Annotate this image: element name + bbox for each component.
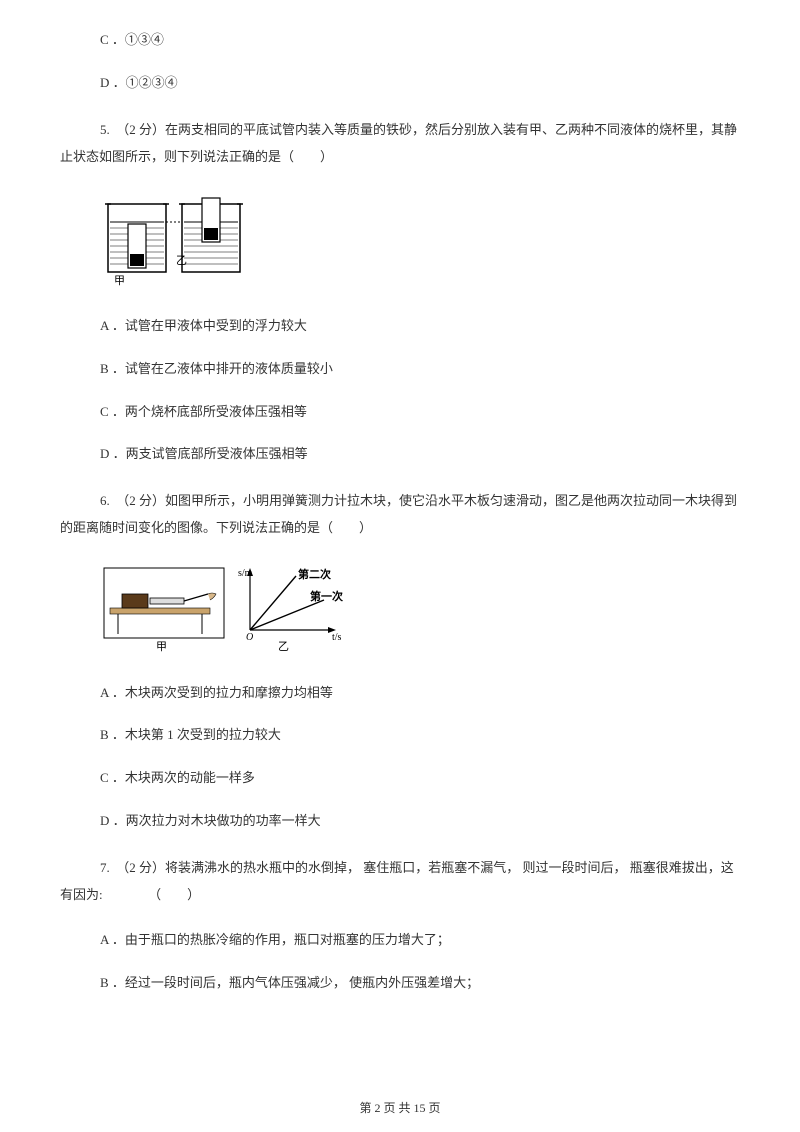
- q5-label-jia: 甲: [114, 275, 125, 287]
- page-footer: 第 2 页 共 15 页: [0, 1099, 800, 1118]
- q7-stem: 7. （2 分）将装满沸水的热水瓶中的水倒掉， 塞住瓶口，若瓶塞不漏气， 则过一…: [60, 854, 740, 909]
- q6-label-jia: 甲: [156, 641, 167, 653]
- q6-label-line2: 第二次: [298, 567, 331, 581]
- q5-option-a: A ．试管在甲液体中受到的浮力较大: [60, 316, 740, 337]
- q7-stem-text: 7. （2 分）将装满沸水的热水瓶中的水倒掉， 塞住瓶口，若瓶塞不漏气， 则过一…: [60, 860, 734, 902]
- q5-stem-text: 5. （2 分）在两支相同的平底试管内装入等质量的铁砂，然后分别放入装有甲、乙两…: [60, 122, 737, 164]
- svg-text:O: O: [246, 632, 253, 643]
- q6-option-d: D ．两次拉力对木块做功的功率一样大: [60, 811, 740, 832]
- q7-option-b: B ．经过一段时间后，瓶内气体压强减少， 使瓶内外压强差增大；: [60, 973, 740, 994]
- q6-label-line1: 第一次: [310, 589, 343, 603]
- q5-figure: 甲 乙: [100, 192, 255, 287]
- q6-option-a: A ．木块两次受到的拉力和摩擦力均相等: [60, 683, 740, 704]
- q6-option-b: B ．木块第 1 次受到的拉力较大: [60, 725, 740, 746]
- q6-label-yi: 乙: [278, 640, 289, 653]
- q5-option-b: B ．试管在乙液体中排开的液体质量较小: [60, 359, 740, 380]
- q5-option-d: D ．两支试管底部所受液体压强相等: [60, 444, 740, 465]
- q6-option-c: C ．木块两次的动能一样多: [60, 768, 740, 789]
- prev-option-d: D ．①②③④: [60, 73, 740, 94]
- q5-label-yi: 乙: [176, 254, 187, 267]
- q6-figure: 甲 s/m O t/s 第二次 第一次 乙: [100, 564, 350, 654]
- q5-stem: 5. （2 分）在两支相同的平底试管内装入等质量的铁砂，然后分别放入装有甲、乙两…: [60, 116, 740, 171]
- q6-stem: 6. （2 分）如图甲所示，小明用弹簧测力计拉木块，使它沿水平木板匀速滑动，图乙…: [60, 487, 740, 542]
- q5-option-c: C ．两个烧杯底部所受液体压强相等: [60, 402, 740, 423]
- q6-x-axis: t/s: [332, 632, 342, 643]
- q7-option-a: A ．由于瓶口的热胀冷缩的作用，瓶口对瓶塞的压力增大了；: [60, 930, 740, 951]
- q6-stem-text: 6. （2 分）如图甲所示，小明用弹簧测力计拉木块，使它沿水平木板匀速滑动，图乙…: [60, 493, 737, 535]
- prev-option-c: C ．①③④: [60, 30, 740, 51]
